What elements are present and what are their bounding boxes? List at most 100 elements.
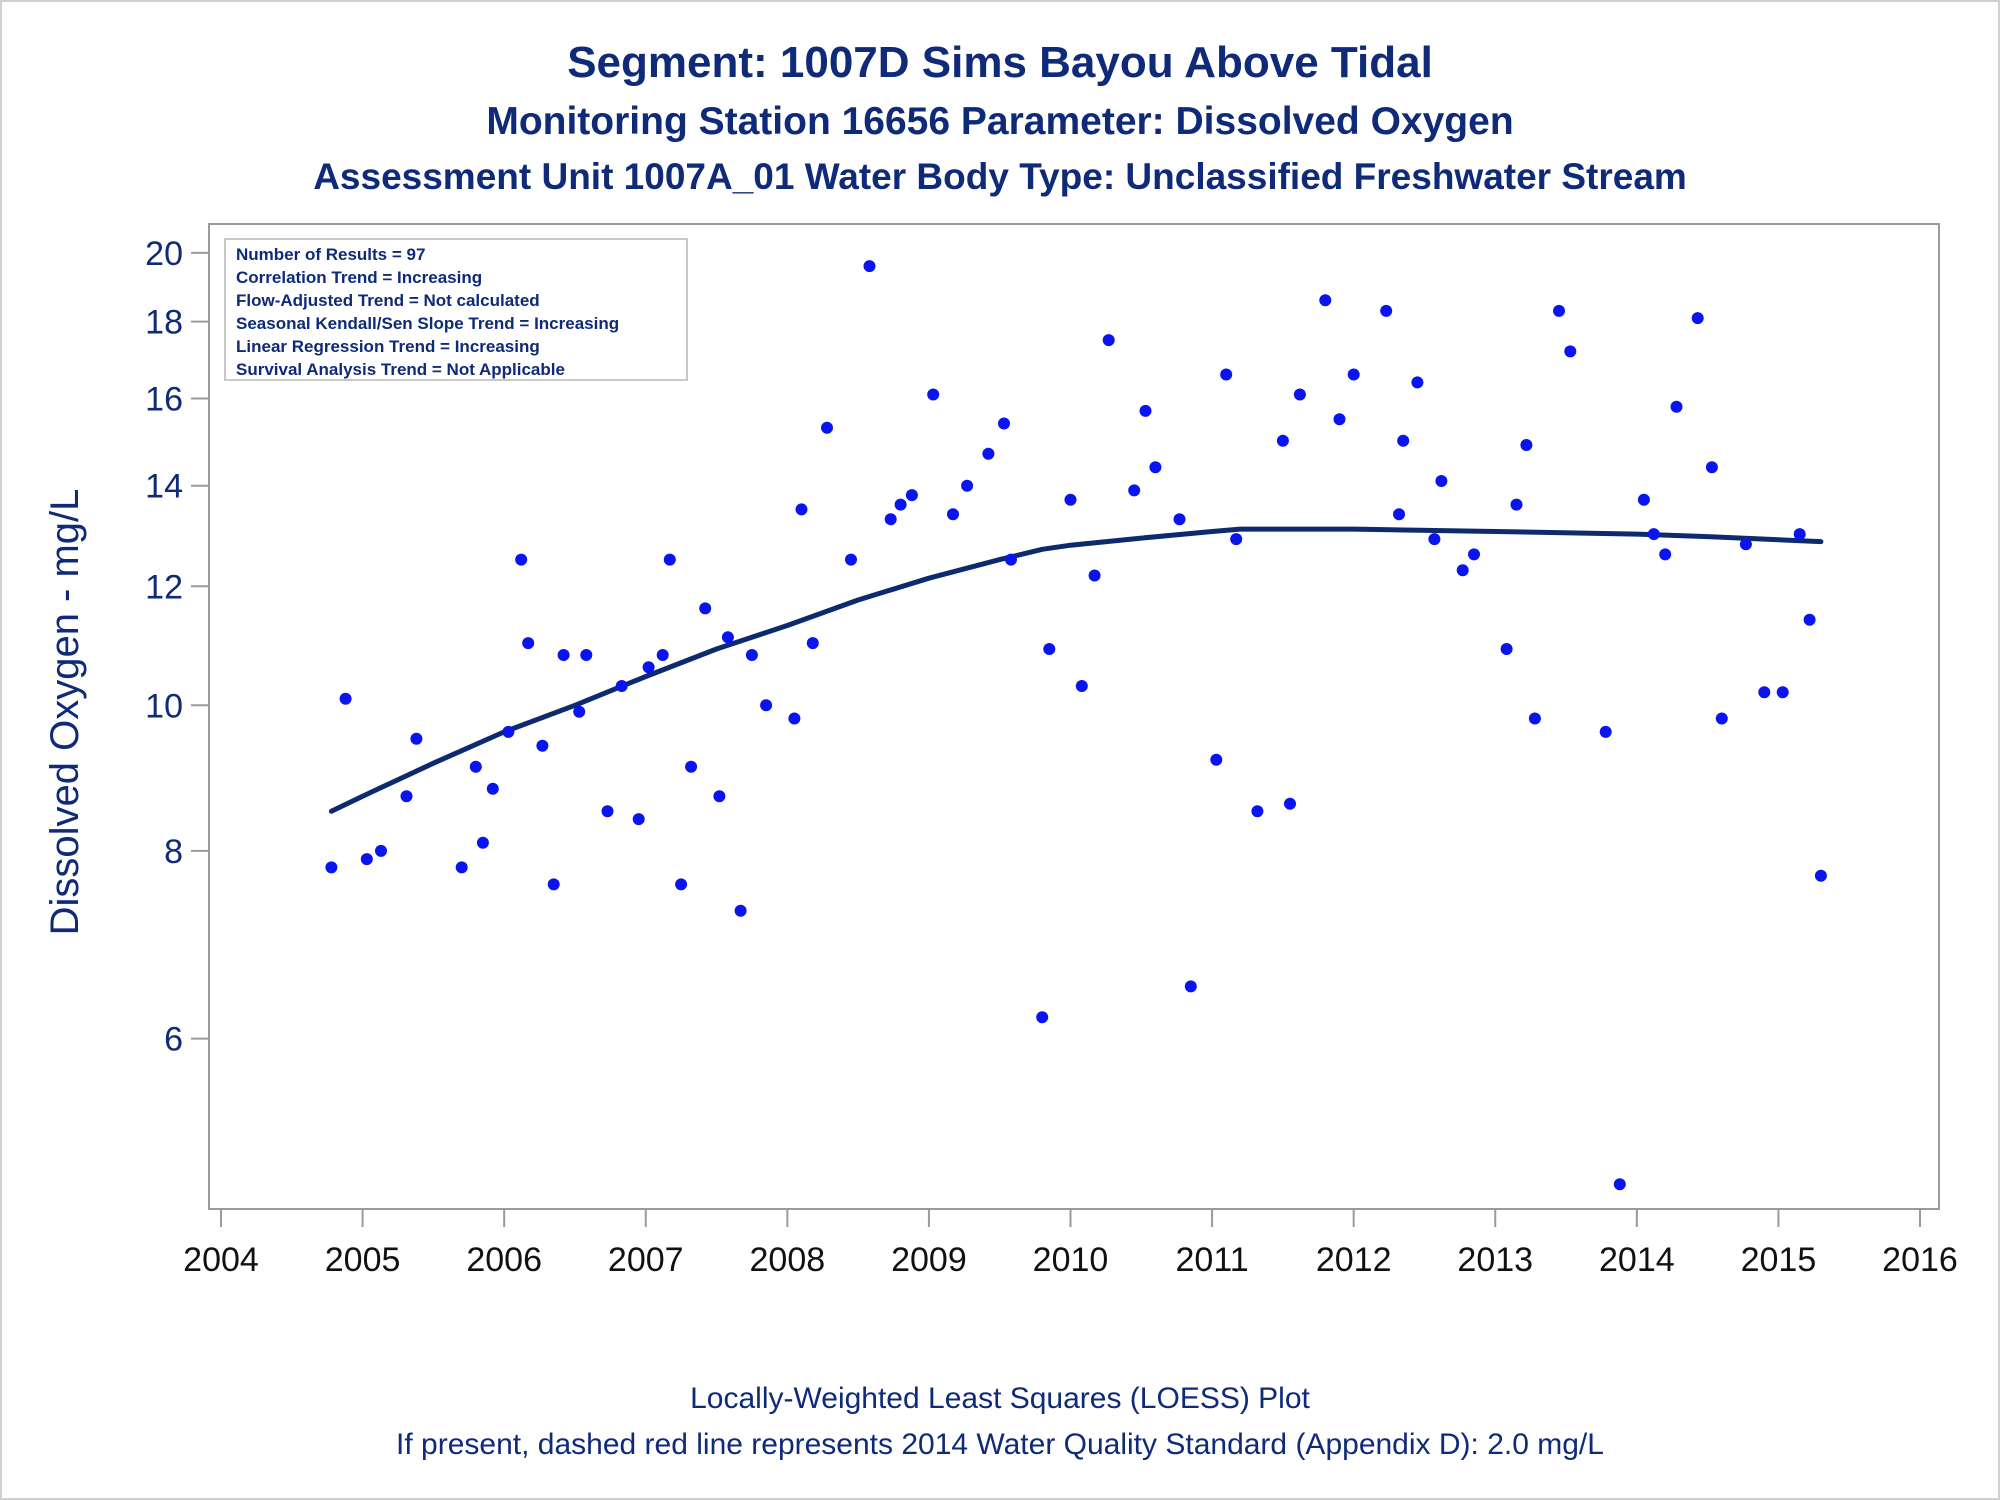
data-point	[927, 388, 940, 401]
data-point	[557, 649, 570, 661]
info-box-line: Survival Analysis Trend = Not Applicable	[236, 360, 565, 379]
data-point	[522, 637, 535, 650]
data-point	[821, 421, 833, 434]
x-tick-label: 2011	[1176, 1241, 1249, 1279]
y-tick-label: 14	[145, 468, 183, 506]
info-box-line: Correlation Trend = Increasing	[236, 268, 482, 287]
data-point	[601, 805, 614, 818]
data-point	[632, 813, 645, 826]
x-tick-label: 2014	[1599, 1241, 1675, 1279]
data-point	[1319, 294, 1332, 307]
data-point	[1637, 493, 1650, 506]
data-point	[685, 760, 698, 773]
data-point	[486, 782, 499, 795]
data-point	[1691, 312, 1704, 325]
data-point	[998, 417, 1010, 430]
data-point	[961, 479, 974, 492]
x-tick-label: 2005	[325, 1241, 401, 1279]
y-tick-label: 16	[145, 381, 183, 419]
info-box-line: Linear Regression Trend = Increasing	[236, 337, 540, 356]
data-point	[1210, 753, 1223, 766]
data-point	[745, 649, 758, 661]
data-point	[1173, 513, 1186, 526]
data-point	[1510, 498, 1523, 511]
data-point	[795, 503, 808, 516]
data-point	[1814, 869, 1827, 882]
y-tick-label: 18	[145, 304, 183, 342]
data-point	[734, 904, 747, 917]
data-point	[1293, 388, 1306, 401]
data-point	[1184, 980, 1197, 993]
data-point	[1599, 725, 1612, 738]
data-point	[375, 844, 387, 857]
chart-subtitle: Monitoring Station 16656 Parameter: Diss…	[486, 100, 1514, 143]
data-point	[1793, 528, 1806, 541]
info-box: Number of Results = 97 Correlation Trend …	[224, 238, 688, 381]
data-point	[1088, 569, 1101, 582]
data-point	[400, 790, 413, 803]
data-point	[1411, 376, 1424, 389]
loess-layer	[328, 526, 1824, 814]
data-point	[1435, 475, 1448, 487]
loess-line	[328, 526, 1824, 814]
chart-subtitle-2: Assessment Unit 1007A_01 Water Body Type…	[313, 156, 1687, 197]
data-point	[675, 878, 688, 891]
data-point	[1333, 413, 1346, 426]
data-point	[1715, 712, 1728, 725]
info-box-border	[224, 238, 688, 381]
data-point	[1220, 368, 1233, 381]
x-tick-label: 2008	[750, 1241, 826, 1279]
y-axis: 6 8 10 12 14 16 18 20	[145, 235, 209, 1059]
data-point	[1393, 508, 1405, 521]
y-tick-label: 8	[164, 833, 183, 871]
points-layer	[325, 260, 1827, 1191]
data-point	[1468, 548, 1480, 561]
data-point	[360, 853, 373, 866]
data-point	[1380, 304, 1393, 317]
data-point	[455, 861, 468, 874]
y-tick-label: 12	[145, 568, 183, 606]
data-point	[1005, 553, 1017, 566]
data-point	[1428, 533, 1441, 546]
data-point	[1251, 805, 1264, 818]
data-point	[1128, 484, 1141, 497]
footnote-loess: Locally-Weighted Least Squares (LOESS) P…	[690, 1382, 1310, 1415]
data-point	[663, 553, 676, 566]
data-point	[1036, 1011, 1049, 1024]
data-point	[1758, 686, 1771, 699]
data-point	[1500, 643, 1513, 655]
data-point	[1043, 643, 1056, 655]
x-tick-label: 2007	[608, 1241, 684, 1279]
data-point	[656, 649, 669, 661]
x-tick-label: 2012	[1316, 1241, 1392, 1279]
data-point	[1149, 461, 1162, 474]
data-point	[410, 732, 423, 745]
data-point	[573, 705, 586, 718]
data-point	[515, 553, 528, 566]
plot-area	[208, 223, 1940, 1210]
x-tick-label: 2016	[1882, 1241, 1958, 1279]
chart-title: Segment: 1007D Sims Bayou Above Tidal	[567, 38, 1433, 87]
data-point	[547, 878, 560, 891]
x-tick-label: 2004	[183, 1241, 259, 1279]
data-point	[1102, 334, 1115, 347]
data-point	[894, 498, 907, 511]
data-point	[1613, 1178, 1626, 1191]
x-tick-label: 2009	[891, 1241, 967, 1279]
data-point	[884, 513, 897, 526]
data-point	[845, 553, 857, 566]
data-point	[1564, 345, 1577, 358]
data-point	[806, 637, 819, 650]
data-point	[947, 508, 959, 521]
data-point	[1647, 528, 1660, 541]
data-point	[1064, 493, 1077, 506]
y-tick-label: 6	[164, 1021, 183, 1059]
data-point	[1803, 613, 1816, 626]
y-tick-label: 10	[145, 687, 183, 725]
data-point	[325, 861, 338, 874]
data-point	[1520, 439, 1533, 451]
data-point	[760, 699, 773, 712]
data-point	[1659, 548, 1672, 561]
x-axis: 2004 2005 2006 2007 2008 2009 2010 2011 2012 2013…	[183, 1209, 1958, 1279]
